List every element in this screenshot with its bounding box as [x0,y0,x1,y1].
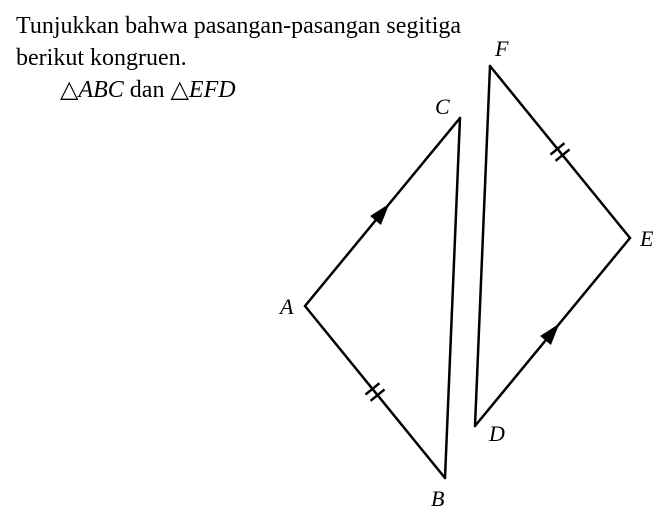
vertex-label-B: B [431,486,444,508]
edge-E-F [490,66,630,238]
triangle-symbol-1: △ [60,77,78,103]
tick-mark-A-B-0 [365,383,379,394]
vertex-label-D: D [488,421,505,446]
problem-line-2: berikut kongruen. [16,42,187,74]
vertex-label-F: F [494,36,509,61]
vertex-label-E: E [639,226,654,251]
geometry-diagram: A B C D E F [235,28,655,508]
word-dan: dan [124,77,171,103]
vertex-label-A: A [278,294,294,319]
label-abc: ABC [78,77,123,103]
edge-B-C [445,118,460,478]
label-efd: EFD [189,77,236,103]
problem-expression: △ABC dan △EFD [60,74,236,106]
tick-mark-A-B-1 [371,389,385,400]
tick-mark-E-F-1 [550,143,564,154]
tick-mark-E-F-0 [556,149,570,160]
vertex-label-C: C [435,94,450,119]
triangle-symbol-2: △ [170,77,188,103]
edge-A-B [305,306,445,478]
edge-F-D [475,66,490,426]
